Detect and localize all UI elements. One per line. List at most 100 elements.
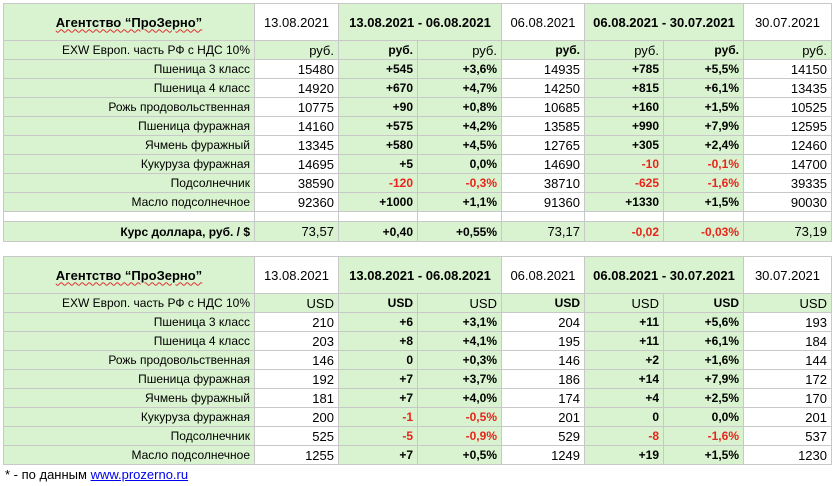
change-abs-1: -1 xyxy=(338,407,418,427)
usd-rate-row: Курс доллара, руб. / $ 73,57 +0,40 +0,55… xyxy=(3,221,832,242)
table-header-row: Агентство “ПроЗерно” 13.08.2021 13.08.20… xyxy=(3,3,832,41)
commodity-name: Пшеница 3 класс xyxy=(3,59,255,79)
table-row: Ячмень фуражный 181 +7 +4,0% 174 +4 +2,5% 170 xyxy=(3,388,832,408)
change-pct-1: -0,3% xyxy=(417,173,502,193)
price-prev2: 170 xyxy=(743,388,832,408)
unit-cell: USD xyxy=(254,293,339,313)
price-prev: 38710 xyxy=(501,173,585,193)
price-prev: 146 xyxy=(501,350,585,370)
price-prev2: 172 xyxy=(743,369,832,389)
table-row: Подсолнечник 525 -5 -0,9% 529 -8 -1,6% 537 xyxy=(3,426,832,446)
unit-cell: USD xyxy=(338,293,418,313)
change-abs-2: +2 xyxy=(584,350,664,370)
change-abs-2: +305 xyxy=(584,135,664,155)
table-row: Пшеница 4 класс 14920 +670 +4,7% 14250 +815 +6… xyxy=(3,78,832,98)
change-pct-2: +5,6% xyxy=(663,312,744,332)
change-abs-1: 0 xyxy=(338,350,418,370)
change-abs-2: -625 xyxy=(584,173,664,193)
unit-cell: руб. xyxy=(663,40,744,60)
change-abs-1: +545 xyxy=(338,59,418,79)
change-abs-1: +8 xyxy=(338,331,418,351)
header-period-1: 13.08.2021 - 06.08.2021 xyxy=(338,256,502,294)
table-row: Пшеница 4 класс 203 +8 +4,1% 195 +11 +6,1% 184 xyxy=(3,331,832,351)
commodity-name: Кукуруза фуражная xyxy=(3,407,255,427)
table-row: Пшеница фуражная 192 +7 +3,7% 186 +14 +7,9% 172 xyxy=(3,369,832,389)
price-current: 1255 xyxy=(254,445,339,465)
change-abs-2: +160 xyxy=(584,97,664,117)
change-pct-2: +1,5% xyxy=(663,445,744,465)
unit-cell: руб. xyxy=(743,40,832,60)
unit-cell: руб. xyxy=(254,40,339,60)
change-pct-2: +1,5% xyxy=(663,97,744,117)
price-prev2: 12460 xyxy=(743,135,832,155)
price-current: 14920 xyxy=(254,78,339,98)
change-pct-2: -0,1% xyxy=(663,154,744,174)
commodity-name: Пшеница 4 класс xyxy=(3,78,255,98)
commodity-name: Рожь продовольственная xyxy=(3,350,255,370)
change-abs-2: +1330 xyxy=(584,192,664,212)
header-date-prev2: 30.07.2021 xyxy=(743,3,832,41)
change-abs-2: -8 xyxy=(584,426,664,446)
price-current: 181 xyxy=(254,388,339,408)
change-pct-2: +5,5% xyxy=(663,59,744,79)
price-prev2: 10525 xyxy=(743,97,832,117)
table-header-row: Агентство “ПроЗерно” 13.08.2021 13.08.20… xyxy=(3,256,832,294)
change-pct-1: +0,8% xyxy=(417,97,502,117)
price-prev2: 12595 xyxy=(743,116,832,136)
price-current: 210 xyxy=(254,312,339,332)
price-prev: 10685 xyxy=(501,97,585,117)
table-row: Кукуруза фуражная 200 -1 -0,5% 201 0 0,0% 201 xyxy=(3,407,832,427)
price-prev2: 1230 xyxy=(743,445,832,465)
source-footnote: * - по данным www.prozerno.ru xyxy=(5,467,188,482)
commodity-name: Ячмень фуражный xyxy=(3,388,255,408)
header-date-prev: 06.08.2021 xyxy=(501,3,585,41)
usd-rate-current: 73,57 xyxy=(254,221,339,242)
table-row: Пшеница 3 класс 15480 +545 +3,6% 14935 +785 +5… xyxy=(3,59,832,79)
source-link[interactable]: www.prozerno.ru xyxy=(90,467,189,482)
table-row: Кукуруза фуражная 14695 +5 0,0% 14690 -10 -0,1… xyxy=(3,154,832,174)
basis-label: EXW Европ. часть РФ с НДС 10% xyxy=(3,40,255,60)
commodity-name: Подсолнечник xyxy=(3,426,255,446)
header-date-current: 13.08.2021 xyxy=(254,3,339,41)
usd-rate-pct-2: -0,03% xyxy=(663,221,744,242)
price-prev2: 14700 xyxy=(743,154,832,174)
change-abs-1: +1000 xyxy=(338,192,418,212)
price-current: 14160 xyxy=(254,116,339,136)
price-prev: 13585 xyxy=(501,116,585,136)
unit-cell: USD xyxy=(501,293,585,313)
price-prev2: 184 xyxy=(743,331,832,351)
commodity-name: Пшеница фуражная xyxy=(3,116,255,136)
price-current: 38590 xyxy=(254,173,339,193)
change-pct-1: +4,5% xyxy=(417,135,502,155)
change-pct-1: 0,0% xyxy=(417,154,502,174)
price-prev2: 144 xyxy=(743,350,832,370)
usd-rate-change-2: -0,02 xyxy=(584,221,664,242)
change-pct-2: -1,6% xyxy=(663,426,744,446)
price-current: 200 xyxy=(254,407,339,427)
change-pct-1: +4,7% xyxy=(417,78,502,98)
header-period-2: 06.08.2021 - 30.07.2021 xyxy=(584,256,744,294)
commodity-name: Рожь продовольственная xyxy=(3,97,255,117)
change-abs-1: +7 xyxy=(338,369,418,389)
change-pct-1: +1,1% xyxy=(417,192,502,212)
change-abs-2: +990 xyxy=(584,116,664,136)
price-prev: 186 xyxy=(501,369,585,389)
commodity-name: Кукуруза фуражная xyxy=(3,154,255,174)
price-prev2: 39335 xyxy=(743,173,832,193)
table-row: Масло подсолнечное 92360 +1000 +1,1% 91360 +1… xyxy=(3,192,832,212)
agency-title: Агентство “ПроЗерно” xyxy=(3,3,255,41)
commodity-name: Ячмень фуражный xyxy=(3,135,255,155)
rub-price-table: Агентство “ПроЗерно” 13.08.2021 13.08.20… xyxy=(3,3,832,242)
change-abs-1: -5 xyxy=(338,426,418,446)
change-pct-1: +4,1% xyxy=(417,331,502,351)
change-pct-2: +7,9% xyxy=(663,369,744,389)
price-prev: 529 xyxy=(501,426,585,446)
unit-cell: USD xyxy=(663,293,744,313)
change-abs-2: +4 xyxy=(584,388,664,408)
unit-cell: руб. xyxy=(338,40,418,60)
price-current: 15480 xyxy=(254,59,339,79)
header-period-1: 13.08.2021 - 06.08.2021 xyxy=(338,3,502,41)
price-prev: 14250 xyxy=(501,78,585,98)
change-abs-1: +7 xyxy=(338,388,418,408)
price-prev: 12765 xyxy=(501,135,585,155)
